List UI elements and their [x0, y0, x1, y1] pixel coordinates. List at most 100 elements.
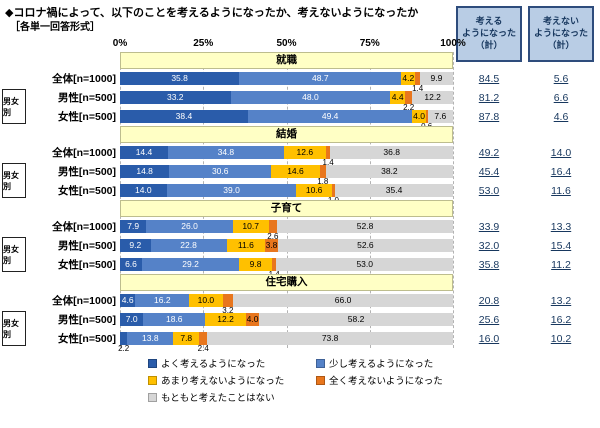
summary-value-not-think: 14.0 [550, 146, 572, 159]
segment-value: 14.6 [287, 166, 304, 176]
stacked-bar: 14.039.010.61.035.4 [120, 184, 453, 205]
chart-row: 女性[n=500]38.449.44.00.67.687.84.6 [0, 107, 600, 131]
segment-value: 35.8 [171, 73, 188, 83]
bar-segment: 3.2 [222, 294, 233, 315]
segment-value: 34.8 [217, 147, 235, 157]
legend-item: もともと考えたことはない [148, 390, 316, 404]
bar-segment: 14.8 [120, 165, 170, 178]
legend-label: もともと考えたことはない [161, 393, 275, 404]
bar-segment: 30.6 [169, 165, 272, 178]
row-label: 男性[n=500] [57, 240, 116, 252]
chart-section: 結婚 全体[n=1000] 14.4 34.8 12.6 1.4 36.8 49.2 14.0 男… [0, 126, 600, 205]
segment-value: 13.8 [142, 333, 159, 343]
summary-value-think: 33.9 [478, 220, 500, 233]
summary-header-not-think: 考えない ようになった （計） [528, 6, 594, 62]
segment-value: 14.0 [135, 185, 152, 195]
summary-value-not-think: 11.2 [551, 258, 571, 271]
bar-segment: 53.0 [276, 258, 453, 271]
legend-item: あまり考えないようになった [148, 373, 316, 387]
segment-value: 14.8 [136, 166, 153, 176]
segment-value: 48.0 [302, 92, 319, 102]
segment-value: 16.2 [154, 295, 171, 305]
bar-segment: 12.6 [283, 146, 326, 159]
section-header: 子育て [120, 200, 453, 217]
gridline [453, 52, 454, 348]
legend-label: よく考えるようになった [161, 359, 266, 370]
bar-segment: 52.6 [277, 239, 453, 252]
summary-value-not-think: 5.6 [553, 72, 569, 85]
summary-value-think: 35.8 [478, 258, 500, 271]
section-header: 結婚 [120, 126, 453, 143]
bar-segment: 10.0 [189, 294, 223, 307]
segment-value: 7.8 [180, 333, 193, 343]
bar-segment: 12.2 [205, 313, 246, 326]
bar-segment: 9.9 [420, 72, 453, 85]
row-label: 全体[n=1000] [52, 221, 116, 233]
stacked-bar: 6.629.29.81.453.0 [120, 258, 453, 279]
summary-value-think: 81.2 [478, 91, 500, 104]
section-header: 住宅購入 [120, 274, 453, 291]
bar-segment: 10.6 [296, 184, 332, 197]
segment-value: 33.2 [166, 92, 184, 102]
bar-segment: 2.6 [267, 220, 278, 241]
stacked-bar: 14.4 34.8 12.6 1.4 36.8 [120, 146, 453, 167]
bar-segment: 1.4 [412, 72, 423, 93]
segment-value: 2.4 [197, 344, 209, 353]
segment-value: 4.4 [391, 92, 404, 102]
summary-value-not-think: 4.6 [553, 110, 569, 123]
bar-segment: 48.7 [239, 72, 402, 85]
bar-segment: 33.2 [120, 91, 231, 104]
segment-value: 2.2 [118, 344, 130, 353]
bar-segment: 4.4 [390, 91, 406, 104]
bar-segment: 4.6 [120, 294, 136, 307]
summary-value-think: 84.5 [478, 72, 500, 85]
summary-value-not-think: 13.3 [550, 220, 572, 233]
gender-group-label: 男女別 [2, 163, 26, 198]
legend-swatch [148, 375, 157, 385]
segment-value: 49.4 [321, 111, 339, 121]
section-header: 就職 [120, 52, 453, 69]
legend-item: 全く考えないようになった [316, 373, 484, 387]
segment-value: 1.8 [317, 177, 329, 186]
segment-value: 53.0 [356, 259, 373, 269]
summary-value-not-think: 11.6 [551, 184, 571, 197]
gender-group-label: 男女別 [2, 311, 26, 346]
answer-format-note: ［各単一回答形式］ [10, 22, 100, 33]
segment-value: 7.6 [434, 111, 447, 121]
segment-value: 1.4 [322, 158, 334, 167]
segment-value: 6.6 [125, 259, 137, 269]
gender-group-label: 男女別 [2, 89, 26, 124]
segment-value: 12.2 [424, 92, 441, 102]
summary-value-think: 45.4 [478, 165, 500, 178]
bar-segment: 4.2 [401, 72, 416, 85]
row-label: 女性[n=500] [57, 259, 116, 271]
segment-value: 73.8 [321, 333, 339, 343]
chart-row: 男性[n=500] 7.0 18.6 12.2 4.0 58.2 25.6 16.2 [0, 310, 600, 329]
legend: よく考えるようになった 少し考えるようになった あまり考えないようになった 全く考えな… [148, 356, 484, 407]
stacked-bar: 38.449.44.00.67.6 [120, 110, 453, 131]
summary-value-not-think: 16.4 [550, 165, 572, 178]
bar-segment: 26.0 [146, 220, 233, 233]
segment-value: 38.2 [381, 166, 398, 176]
chart-section: 就職 全体[n=1000] 35.8 48.7 4.2 1.4 9.9 84.5 5.6 男性[n… [0, 52, 600, 131]
bar-segment: 66.0 [233, 294, 453, 307]
segment-value: 52.6 [357, 240, 374, 250]
summary-value-think: 16.0 [478, 332, 500, 345]
chart-row: 男性[n=500] 14.8 30.6 14.6 1.8 38.2 45.4 16.4 [0, 162, 600, 186]
chart-row: 全体[n=1000] 14.4 34.8 12.6 1.4 36.8 49.2 14.0 [0, 143, 600, 167]
summary-value-think: 87.8 [478, 110, 500, 123]
summary-value-not-think: 15.4 [550, 239, 572, 252]
segment-value: 4.0 [413, 111, 425, 121]
segment-value: 26.0 [181, 221, 198, 231]
bar-segment: 1.8 [317, 165, 328, 186]
bar-segment: 35.8 [120, 72, 240, 85]
segment-value: 14.4 [135, 147, 153, 157]
legend-swatch [316, 375, 325, 385]
row-label: 男性[n=500] [57, 92, 116, 104]
bar-segment: 13.8 [127, 332, 174, 345]
summary-header-think: 考える ようになった （計） [456, 6, 522, 62]
segment-value: 10.7 [242, 221, 259, 231]
segment-value: 9.2 [129, 240, 142, 250]
segment-value: 7.0 [125, 314, 138, 324]
